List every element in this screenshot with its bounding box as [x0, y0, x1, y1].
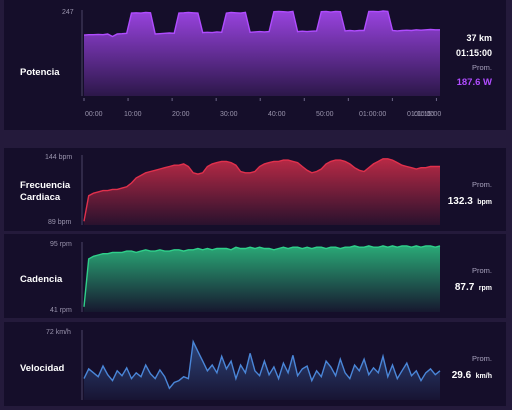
power-xtick: 01:10:00 [407, 111, 435, 118]
power-avg-value: 187.6 W [456, 77, 492, 88]
speed-ytick-top: 72 km/h [46, 329, 71, 336]
heart-rate-label-line2: Cardiaca [20, 192, 61, 203]
power-label: Potencia [20, 67, 60, 78]
ride-duration: 01:15:00 [455, 48, 492, 58]
cadence-ytick-bottom: 41 rpm [50, 307, 72, 314]
heart-rate-label: Frecuencia Cardiaca [20, 180, 70, 204]
power-chart [81, 10, 440, 101]
power-avg-label: Prom. [471, 63, 492, 72]
speed-avg-label: Prom. [471, 354, 492, 363]
cadence-avg-unit: rpm [478, 285, 492, 292]
power-xtick: 40:00 [268, 111, 286, 118]
ride-distance: 37 km [466, 33, 492, 43]
cadence-ytick-top: 95 rpm [50, 241, 72, 248]
cadence-avg-value: 87.7 [454, 282, 475, 293]
hr-avg-value: 132.3 [447, 196, 473, 207]
speed-stats: Prom. 29.6 km/h [452, 354, 492, 383]
hr-ytick-bottom: 89 bpm [48, 219, 72, 226]
hr-stats: Prom. 132.3 bpm [448, 180, 492, 209]
speed-avg-value: 29.6 [451, 370, 472, 381]
speed-label: Velocidad [20, 363, 65, 374]
hr-line [83, 158, 440, 222]
speed-area [84, 341, 440, 400]
speed-chart [81, 330, 441, 400]
speed-line [83, 339, 441, 390]
hr-area [84, 158, 440, 225]
power-xtick: 50:00 [316, 111, 334, 118]
hr-ytick-top: 144 bpm [45, 154, 73, 161]
power-xtick: 00:00 [85, 111, 103, 118]
power-xtick: 01:15:00 [414, 111, 442, 118]
cadence-line [83, 245, 441, 307]
hr-avg-unit: bpm [477, 199, 492, 206]
power-stats: 37 km 01:15:00 Prom. 187.6 W [456, 33, 492, 88]
cadence-area [84, 245, 440, 312]
power-area [84, 11, 440, 96]
hr-avg-label: Prom. [471, 180, 492, 189]
heart-rate-chart [81, 155, 440, 225]
heart-rate-label-line1: Frecuencia [20, 180, 71, 191]
cadence-stats: Prom. 87.7 rpm [455, 266, 492, 295]
cadence-label: Cadencia [20, 274, 63, 285]
power-line [83, 10, 440, 38]
speed-avg-unit: km/h [475, 373, 492, 380]
power-ytick-top: 247 [62, 9, 74, 16]
cadence-avg-label: Prom. [471, 266, 492, 275]
power-xtick: 10:00 [124, 111, 142, 118]
cadence-chart [81, 242, 441, 312]
power-xtick: 20:00 [172, 111, 190, 118]
power-xtick: 01:00:00 [359, 111, 387, 118]
power-xtick: 30:00 [220, 111, 238, 118]
